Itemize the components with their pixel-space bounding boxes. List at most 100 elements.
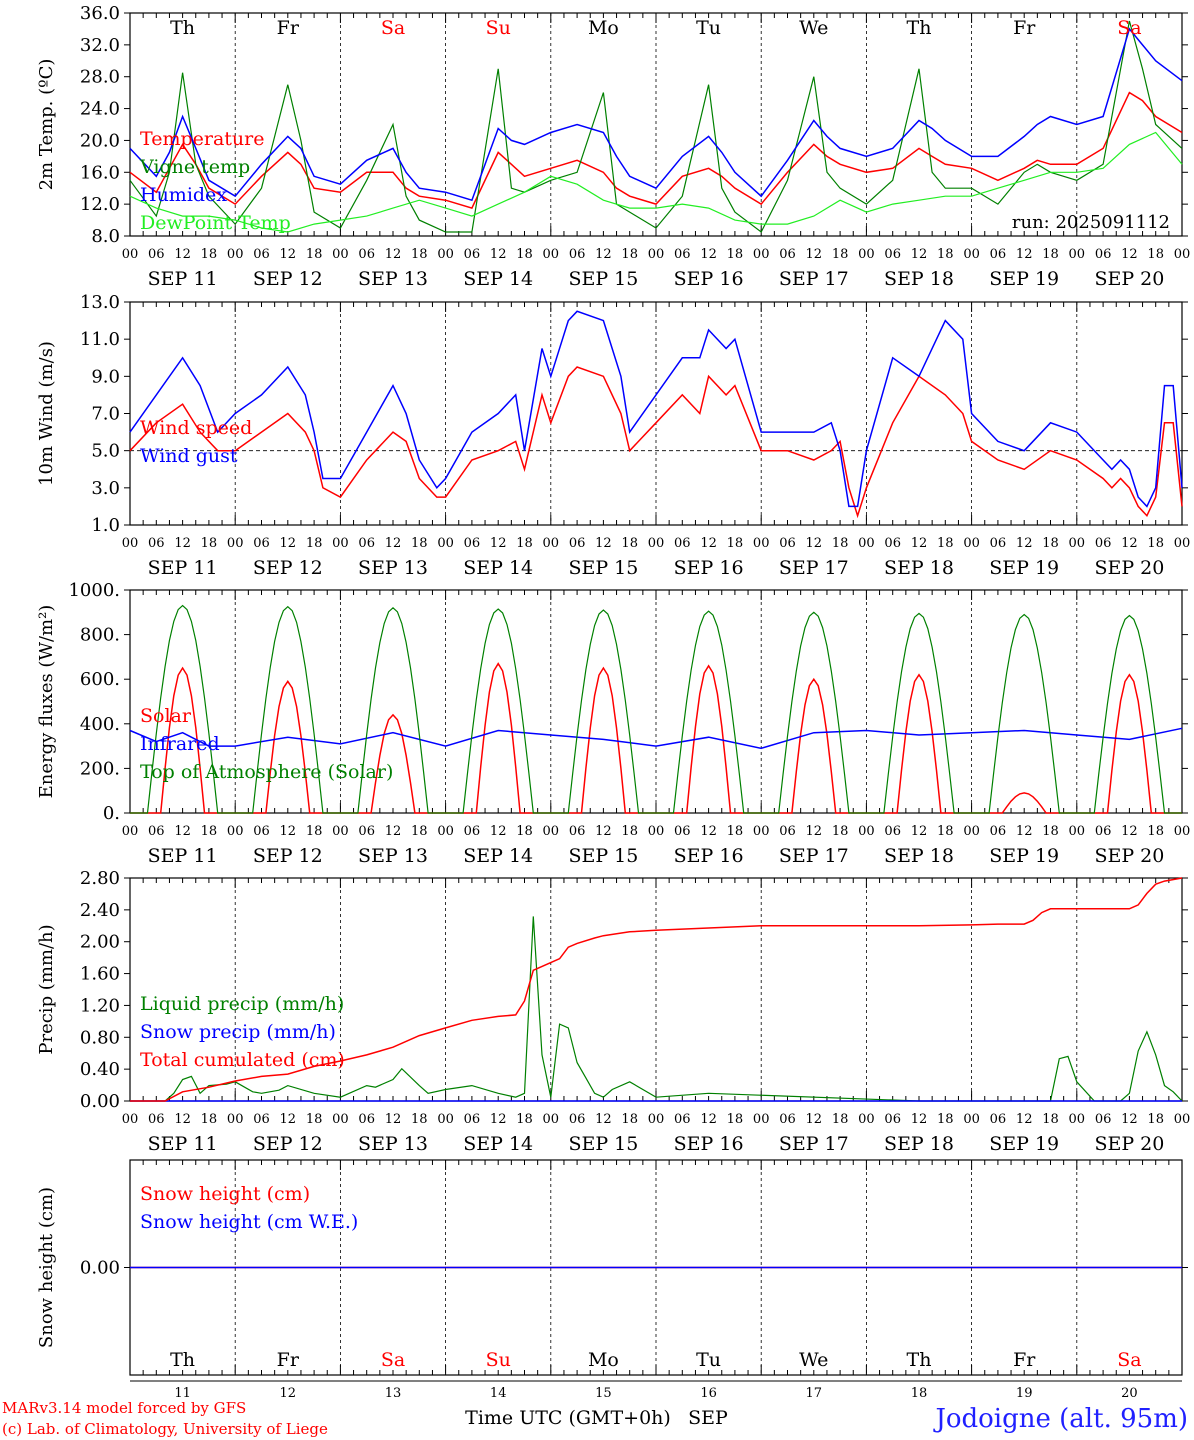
series-line (130, 877, 1183, 1102)
x-date-label: SEP 14 (463, 268, 533, 290)
x-date-label: SEP 11 (148, 845, 218, 867)
x-hour-label: 06 (148, 247, 165, 262)
y-tick-label: 3.0 (91, 478, 120, 499)
weekday-label: Fr (1013, 1349, 1036, 1371)
y-axis-label: Precip (mm/h) (36, 924, 57, 1054)
x-date-label: SEP 20 (1094, 557, 1164, 579)
x-hour-label: 18 (727, 1112, 744, 1127)
x-hour-label: 06 (990, 536, 1007, 551)
x-hour-label: 06 (569, 824, 586, 839)
panel-2: 1.0 3.0 5.0 7.0 9.0 11.0 13.0 10m Wind (m/s) Win… (36, 292, 1190, 579)
x-hour-label: 18 (1147, 824, 1164, 839)
y-axis-label: 10m Wind (m/s) (36, 341, 57, 486)
x-hour-label: 00 (1174, 247, 1191, 262)
day-number-label: 11 (174, 1386, 191, 1401)
x-date-label: SEP 16 (674, 1133, 744, 1155)
x-hour-label: 12 (806, 247, 823, 262)
y-tick-label: 0.00 (80, 1258, 120, 1279)
weekday-label: Tu (696, 1349, 721, 1371)
x-hour-label: 12 (700, 247, 717, 262)
panel-4: 0.00 0.40 0.80 1.20 1.60 2.00 2.40 2.80 Precip (… (36, 868, 1190, 1155)
x-hour-label: 18 (411, 1112, 428, 1127)
weekday-label: Th (170, 1349, 195, 1371)
x-hour-label: 18 (306, 824, 323, 839)
day-number-label: 19 (1016, 1386, 1033, 1401)
x-date-label: SEP 17 (779, 1133, 849, 1155)
x-hour-label: 18 (937, 247, 954, 262)
weekday-label: Fr (1013, 17, 1036, 39)
x-hour-label: 00 (122, 1112, 139, 1127)
x-date-label: SEP 18 (884, 845, 954, 867)
x-hour-label: 18 (621, 824, 638, 839)
x-hour-label: 12 (595, 247, 612, 262)
x-hour-label: 12 (911, 1112, 928, 1127)
weekday-label: Th (907, 17, 932, 39)
y-tick-label: 600. (80, 669, 120, 690)
x-hour-label: 06 (674, 247, 691, 262)
y-tick-label: 400. (80, 714, 120, 735)
station-label: Jodoigne (alt. 95m) (932, 1404, 1188, 1434)
x-hour-label: 06 (779, 536, 796, 551)
x-hour-label: 12 (174, 247, 191, 262)
x-hour-label: 06 (253, 824, 270, 839)
x-hour-label: 00 (1069, 536, 1086, 551)
x-date-label: SEP 18 (884, 1133, 954, 1155)
series-line (130, 604, 1182, 814)
x-hour-label: 00 (437, 536, 454, 551)
day-number-label: 20 (1121, 1386, 1138, 1401)
x-date-label: SEP 20 (1094, 268, 1164, 290)
x-hour-label: 06 (990, 247, 1007, 262)
x-date-label: SEP 18 (884, 268, 954, 290)
series-line (130, 916, 1183, 1102)
x-hour-label: 12 (385, 247, 402, 262)
legend-entry: Wind speed (140, 417, 252, 439)
x-hour-label: 00 (753, 536, 770, 551)
x-hour-label: 06 (569, 536, 586, 551)
x-date-label: SEP 11 (148, 1133, 218, 1155)
x-hour-label: 00 (227, 1112, 244, 1127)
x-date-label: SEP 13 (358, 1133, 428, 1155)
x-hour-label: 12 (490, 1112, 507, 1127)
x-hour-label: 00 (858, 824, 875, 839)
legend-entry: Temperature (140, 128, 264, 150)
y-axis-label: Snow height (cm) (36, 1187, 57, 1348)
x-hour-label: 06 (674, 536, 691, 551)
x-hour-label: 06 (464, 824, 481, 839)
x-hour-label: 00 (1174, 536, 1191, 551)
y-tick-label: 13.0 (80, 292, 120, 313)
credit-line-2: (c) Lab. of Climatology, University of L… (2, 1420, 328, 1438)
x-hour-label: 06 (148, 824, 165, 839)
x-hour-label: 18 (937, 1112, 954, 1127)
x-hour-label: 00 (858, 1112, 875, 1127)
y-tick-label: 2.00 (80, 932, 120, 953)
x-date-label: SEP 11 (148, 557, 218, 579)
x-date-label: SEP 14 (463, 557, 533, 579)
x-hour-label: 00 (437, 824, 454, 839)
x-hour-label: 12 (490, 247, 507, 262)
x-hour-label: 00 (963, 247, 980, 262)
x-hour-label: 06 (884, 1112, 901, 1127)
x-hour-label: 06 (674, 1112, 691, 1127)
day-number-label: 17 (806, 1386, 823, 1401)
x-hour-label: 06 (569, 1112, 586, 1127)
x-hour-label: 06 (358, 247, 375, 262)
x-hour-label: 18 (306, 536, 323, 551)
x-hour-label: 18 (832, 824, 849, 839)
x-hour-label: 06 (1095, 1112, 1112, 1127)
x-hour-label: 12 (911, 824, 928, 839)
x-hour-label: 18 (516, 824, 533, 839)
weekday-label: Mo (588, 1349, 619, 1371)
legend-entry: Wind gust (140, 445, 238, 467)
x-date-label: SEP 15 (568, 557, 638, 579)
x-hour-label: 00 (437, 1112, 454, 1127)
series-line (129, 366, 1183, 519)
y-tick-label: 28.0 (80, 67, 120, 88)
x-hour-label: 00 (332, 824, 349, 839)
x-hour-label: 12 (490, 536, 507, 551)
x-date-label: SEP 12 (253, 845, 323, 867)
x-hour-label: 00 (543, 824, 560, 839)
y-tick-label: 7.0 (91, 404, 120, 425)
x-hour-label: 18 (832, 536, 849, 551)
x-hour-label: 12 (174, 824, 191, 839)
x-hour-label: 18 (516, 1112, 533, 1127)
